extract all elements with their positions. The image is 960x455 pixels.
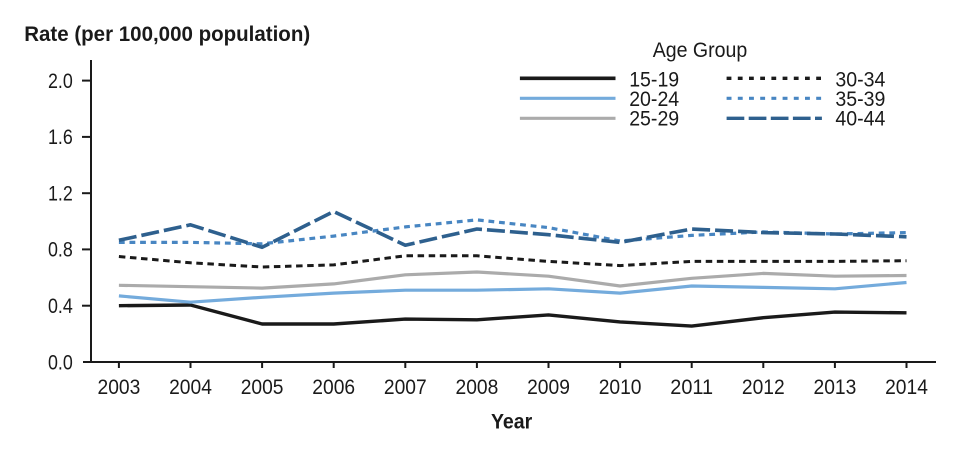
svg-text:2007: 2007 — [384, 376, 427, 399]
svg-text:1.2: 1.2 — [48, 183, 73, 206]
svg-text:2003: 2003 — [98, 376, 141, 399]
svg-text:2004: 2004 — [169, 376, 212, 399]
svg-text:Rate (per 100,000 population): Rate (per 100,000 population) — [24, 23, 310, 46]
svg-text:2006: 2006 — [312, 376, 355, 399]
svg-text:2.0: 2.0 — [48, 70, 73, 93]
svg-text:2013: 2013 — [814, 376, 857, 399]
svg-text:2009: 2009 — [527, 376, 570, 399]
svg-text:35-39: 35-39 — [835, 88, 885, 111]
svg-text:0.8: 0.8 — [48, 239, 73, 262]
svg-text:1.6: 1.6 — [48, 126, 73, 149]
svg-text:Age Group: Age Group — [653, 39, 748, 62]
svg-text:15-19: 15-19 — [629, 68, 679, 91]
svg-text:25-29: 25-29 — [629, 108, 679, 131]
svg-text:2014: 2014 — [885, 376, 928, 399]
svg-text:0.4: 0.4 — [48, 295, 73, 318]
svg-text:0.0: 0.0 — [48, 351, 73, 374]
svg-text:2012: 2012 — [742, 376, 785, 399]
svg-text:2008: 2008 — [456, 376, 499, 399]
svg-text:30-34: 30-34 — [835, 68, 885, 91]
svg-text:Year: Year — [491, 410, 532, 433]
svg-text:20-24: 20-24 — [629, 88, 679, 111]
svg-text:2005: 2005 — [241, 376, 284, 399]
svg-text:2010: 2010 — [599, 376, 642, 399]
svg-text:40-44: 40-44 — [835, 108, 885, 131]
svg-text:2011: 2011 — [670, 376, 713, 399]
